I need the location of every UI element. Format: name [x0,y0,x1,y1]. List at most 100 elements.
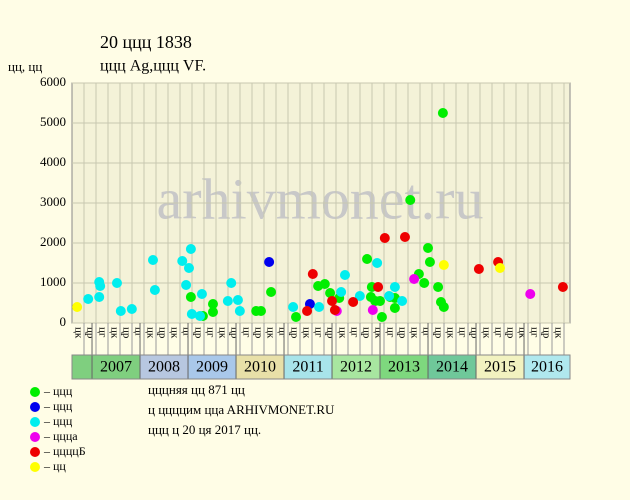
data-point [126,304,137,314]
x-quarter-label: цк [480,327,492,339]
year-band-frame [71,354,571,380]
data-point [437,108,448,118]
data-point [83,294,94,304]
data-point [354,291,365,301]
data-point [181,280,192,290]
x-quarter-label: цк [168,327,180,339]
data-point [473,264,484,274]
x-quarter-label: цк [144,327,156,339]
data-point [375,296,386,306]
x-quarter-label: цр [84,327,96,339]
legend-label: – ццц [43,384,73,398]
data-point [186,309,197,319]
data-point [115,306,126,316]
x-quarter-label: цк [552,327,564,339]
data-point [525,289,536,299]
y-tick-label: 4000 [40,154,66,169]
x-quarter-label: цк [372,327,384,339]
data-point [348,297,359,307]
data-point [185,292,196,302]
data-point [367,305,378,315]
x-quarter-label: цк [516,327,528,339]
x-quarter-label: цк [264,327,276,339]
x-quarter-label: цк [300,327,312,339]
data-point [423,243,434,253]
x-quarter-label: цр [504,327,516,339]
x-tick-label: 2013 [388,359,420,376]
data-point [226,278,237,288]
x-quarter-label: цг [420,327,432,338]
y-tick-label: 6000 [40,74,66,89]
data-point [307,269,318,279]
watermark: arhivmonet.ru [157,166,484,231]
x-tick-label: 2010 [244,359,276,376]
x-quarter-label: цг [384,327,396,338]
legend-label: – ццца [43,429,78,443]
legend-marker [30,417,40,427]
data-point [438,302,449,312]
data-point [438,260,449,270]
note: ццц ц 20 ця 2017 цц. [148,422,261,437]
legend-marker [30,447,40,457]
data-point [255,306,266,316]
x-quarter-label: цр [228,327,240,339]
x-tick-label: 2012 [340,359,372,376]
x-tick-label: 2014 [436,359,468,376]
data-point [183,263,194,273]
legend-label: – ццц [43,414,73,428]
x-quarter-label: цр [432,327,444,339]
legend-marker [30,462,40,472]
x-quarter-label: цк [72,327,84,339]
x-quarter-label: цр [540,327,552,339]
data-point [373,282,384,292]
data-point [232,295,243,305]
x-tick-label: 2011 [292,359,323,376]
x-quarter-label: цг [96,327,108,338]
data-point [339,270,350,280]
data-point [376,312,387,322]
x-quarter-label: цр [324,327,336,339]
data-point [419,278,430,288]
x-quarter-label: цр [288,327,300,339]
data-point [196,289,207,299]
x-quarter-label: цр [156,327,168,339]
legend-marker [30,387,40,397]
data-point [433,282,444,292]
data-point [336,287,347,297]
data-point [409,274,420,284]
y-axis-label: цц, цц [8,59,42,74]
data-point [327,296,338,306]
data-point [222,296,233,306]
data-point [302,306,313,316]
data-point [185,244,196,254]
data-point [384,291,395,301]
y-tick-label: 3000 [40,194,66,209]
data-point [362,254,373,264]
data-point [405,195,416,205]
data-point [94,292,105,302]
x-quarter-label: цг [456,327,468,338]
x-quarter-label: цг [528,327,540,338]
x-quarter-label: цр [252,327,264,339]
data-point [379,233,390,243]
data-point [314,302,325,312]
legend-label: – цц [43,459,66,473]
y-tick-label: 1000 [40,274,66,289]
x-quarter-label: цг [276,327,288,338]
x-quarter-label: цг [204,327,216,338]
x-quarter-label: цг [348,327,360,338]
data-point [149,285,160,295]
chart-title: 20 ццц 1838 [100,32,192,52]
data-point [72,302,83,312]
x-quarter-label: цг [240,327,252,338]
x-quarter-label: цр [396,327,408,339]
data-point [266,287,277,297]
x-tick-label: 2008 [148,359,180,376]
x-quarter-label: цр [468,327,480,339]
data-point [147,255,158,265]
data-point [389,303,400,313]
data-point [424,257,435,267]
data-point [195,311,206,321]
data-point [399,232,410,242]
